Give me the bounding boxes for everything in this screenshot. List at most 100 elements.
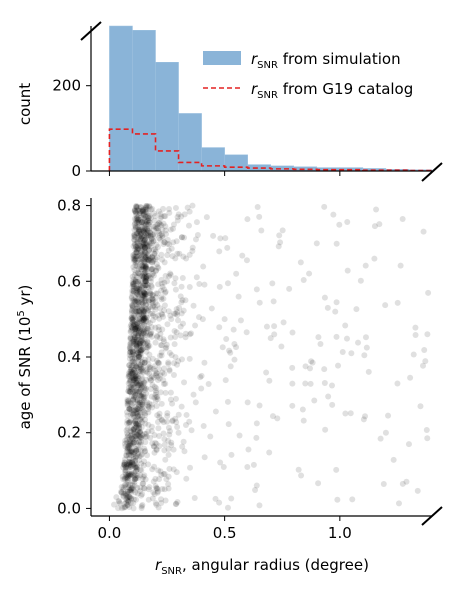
scatter-point: [152, 268, 159, 275]
scatter-point: [138, 380, 145, 387]
scatter-point: [143, 376, 150, 383]
scatter-point: [138, 435, 145, 442]
histogram-bar: [155, 62, 179, 172]
scatter-point: [128, 393, 135, 400]
scatter-point: [129, 435, 136, 442]
scatter-point: [163, 476, 170, 483]
scatter-point: [141, 458, 148, 465]
scatter-point: [141, 291, 148, 298]
scatter-point: [131, 331, 138, 338]
scatter-point: [133, 447, 140, 454]
scatter-point: [133, 420, 140, 427]
scatter-point: [125, 458, 132, 465]
scatter-point: [146, 351, 153, 358]
scatter-point: [223, 335, 230, 342]
scatter-point: [129, 297, 136, 304]
scatter-point: [141, 225, 148, 232]
scatter-point: [182, 421, 189, 428]
scatter-point: [143, 219, 150, 226]
scatter-point: [130, 321, 137, 328]
scatter-point: [186, 418, 193, 425]
scatter-point: [307, 365, 314, 372]
scatter-point: [139, 282, 146, 289]
scatter-panel: 0.00.20.40.60.8 0.0 0.5 1.0 age of SNR (10…: [16, 197, 443, 577]
scatter-point: [363, 344, 370, 351]
scatter-point: [136, 208, 143, 215]
scatter-point: [171, 341, 178, 348]
scatter-point: [136, 488, 143, 495]
scatter-point: [157, 372, 164, 379]
scatter-point: [186, 251, 193, 258]
scatter-point: [130, 255, 137, 262]
scatter-point: [136, 315, 143, 322]
scatter-point: [138, 363, 145, 370]
scatter-point: [135, 340, 142, 347]
scatter-point: [151, 374, 158, 381]
scatter-point: [342, 322, 349, 329]
scatter-point: [256, 502, 263, 509]
scatter-point: [122, 490, 129, 497]
scatter-point: [377, 435, 384, 442]
scatter-point: [154, 359, 161, 366]
scatter-point: [141, 244, 148, 251]
scatter-point: [163, 341, 170, 348]
scatter-point: [166, 241, 173, 248]
scatter-point: [166, 431, 173, 438]
scatter-point: [150, 238, 157, 245]
scatter-point: [140, 270, 147, 277]
scatter-point: [122, 467, 129, 474]
scatter-point: [133, 324, 140, 331]
scatter-point: [133, 308, 140, 315]
scatter-point: [132, 278, 139, 285]
scatter-point: [124, 400, 131, 407]
scatter-point: [124, 444, 131, 451]
scatter-point: [151, 443, 158, 450]
scatter-point: [132, 269, 139, 276]
scatter-point: [143, 314, 150, 321]
scatter-point: [256, 299, 263, 306]
scatter-point: [141, 295, 148, 302]
scatter-point: [154, 419, 161, 426]
scatter-point: [180, 438, 187, 445]
scatter-point: [133, 344, 140, 351]
scatter-point: [157, 342, 164, 349]
scatter-point: [149, 303, 156, 310]
scatter-point: [128, 324, 135, 331]
scatter-point: [133, 274, 140, 281]
scatter-point: [140, 314, 147, 321]
scatter-point: [145, 403, 152, 410]
scatter-point: [140, 381, 147, 388]
scatter-point: [137, 484, 144, 491]
scatter-point: [134, 284, 141, 291]
scatter-point: [137, 329, 144, 336]
scatter-point: [186, 355, 193, 362]
scatter-point: [141, 359, 148, 366]
scatter-point: [122, 443, 129, 450]
scatter-point: [271, 323, 278, 330]
scatter-point: [130, 374, 137, 381]
scatter-point: [302, 363, 309, 370]
scatter-point: [122, 467, 129, 474]
scatter-point: [134, 405, 141, 412]
scatter-point: [137, 348, 144, 355]
scatter-point: [276, 232, 283, 239]
scatter-point: [147, 330, 154, 337]
scatter-point: [145, 273, 152, 280]
scatter-point: [140, 397, 147, 404]
scatter-point: [138, 389, 145, 396]
scatter-point: [136, 219, 143, 226]
scatter-point: [139, 207, 146, 214]
scatter-point: [125, 473, 132, 480]
scatter-point: [138, 266, 145, 273]
scatter-point: [129, 458, 136, 465]
scatter-point: [182, 330, 189, 337]
scatter-point: [142, 275, 149, 282]
scatter-point: [228, 451, 235, 458]
scatter-point: [145, 319, 152, 326]
scatter-point: [165, 451, 172, 458]
scatter-point: [127, 472, 134, 479]
scatter-point: [141, 359, 148, 366]
scatter-point: [138, 424, 145, 431]
scatter-point: [182, 334, 189, 341]
scatter-point: [147, 266, 154, 273]
